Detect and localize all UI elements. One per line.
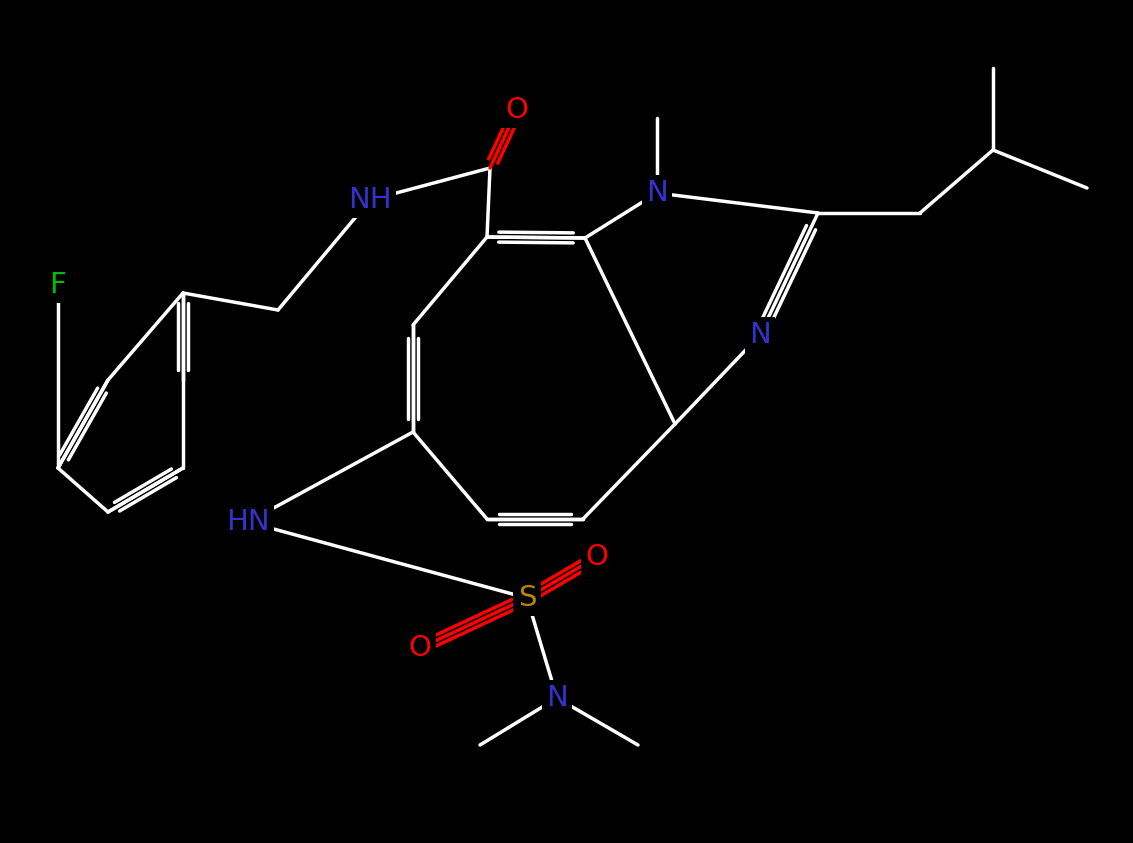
Text: F: F	[50, 271, 67, 299]
Text: NH: NH	[348, 186, 392, 214]
Text: S: S	[518, 584, 536, 612]
Text: O: O	[586, 543, 608, 571]
Text: HN: HN	[227, 508, 270, 536]
Text: O: O	[505, 96, 528, 124]
Text: N: N	[546, 684, 568, 712]
Text: N: N	[646, 179, 667, 207]
Text: N: N	[749, 321, 770, 349]
Text: O: O	[409, 634, 432, 662]
